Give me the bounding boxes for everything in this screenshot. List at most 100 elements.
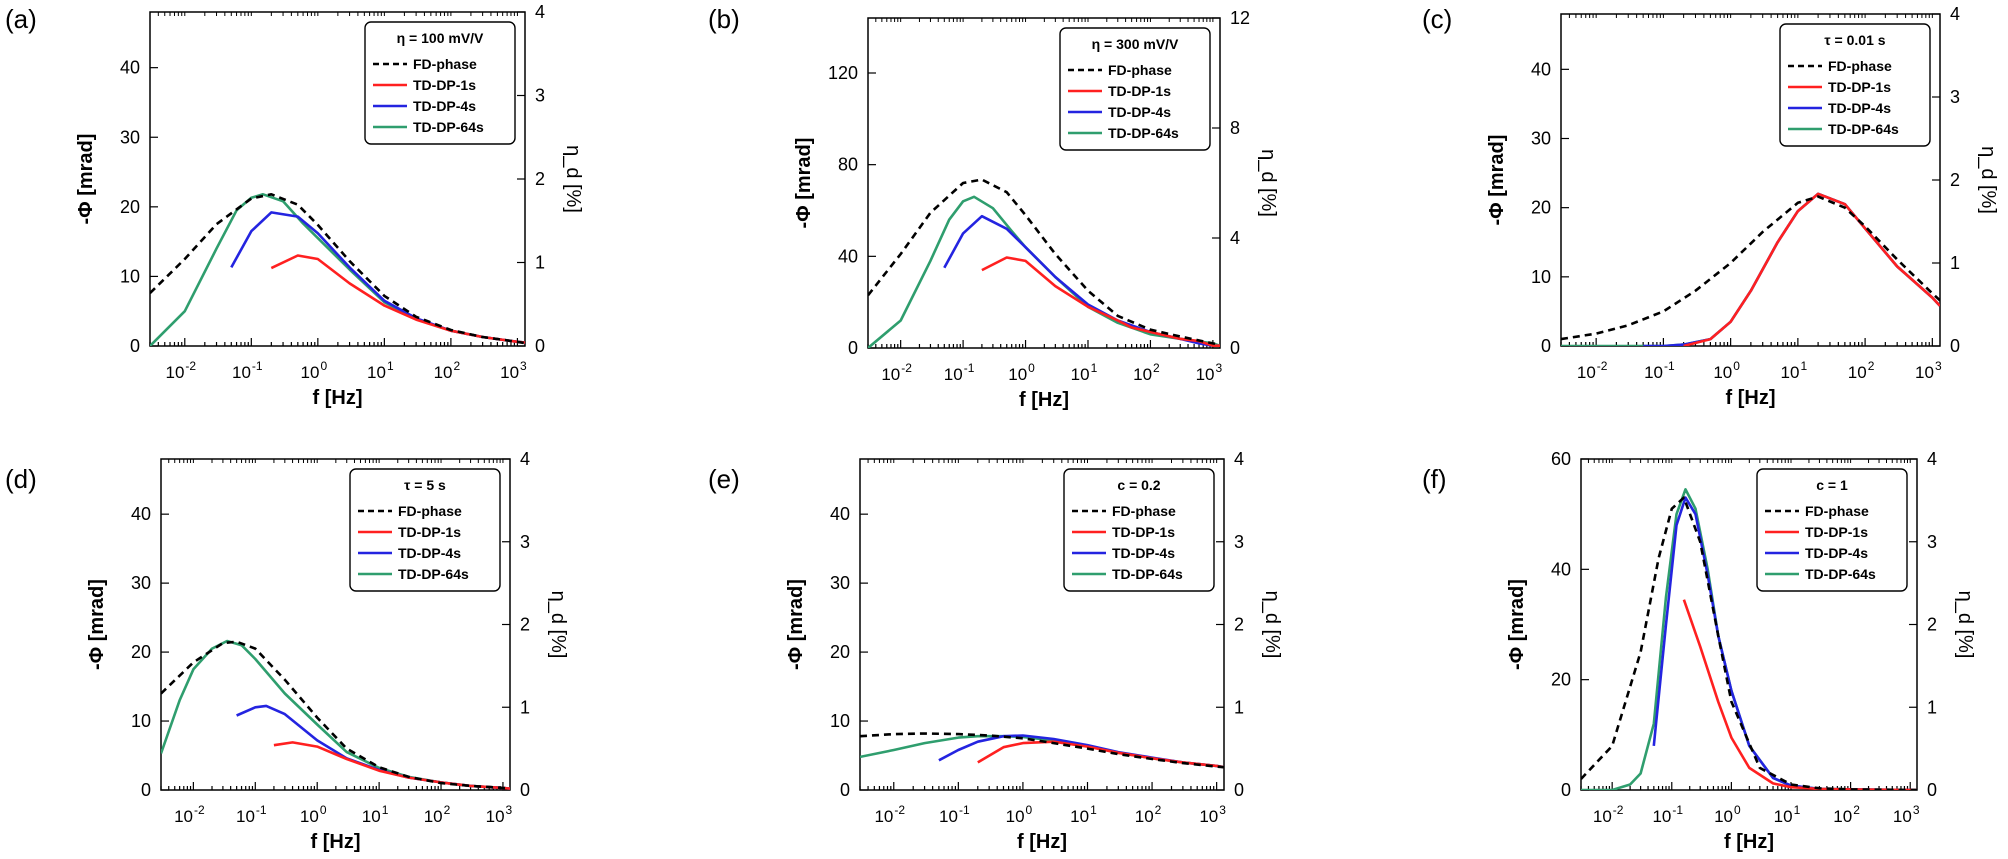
legend-label: TD-DP-1s	[1112, 524, 1175, 540]
legend-title: τ = 5 s	[404, 477, 446, 493]
legend-label: TD-DP-1s	[1828, 79, 1891, 95]
x-tick-label: 10-2	[165, 359, 196, 382]
legend-label: FD-phase	[1112, 503, 1176, 519]
x-tick-label: 10-1	[944, 361, 975, 384]
legend-title: c = 0.2	[1117, 477, 1160, 493]
x-tick-label: 100	[1713, 359, 1740, 382]
legend-label: TD-DP-4s	[413, 98, 476, 114]
legend-label: TD-DP-64s	[1805, 566, 1876, 582]
y-tick-label: 40	[1551, 559, 1571, 579]
y-tick-label: 20	[1551, 670, 1571, 690]
panel-a: (a) 10-2 10-1 100 101 102 103 0 10 20 30 40 0 1 2 3 4 f […	[5, 2, 584, 409]
x-axis-label: f [Hz]	[1017, 831, 1067, 853]
y2-tick-label: 2	[1927, 615, 1937, 635]
x-tick-label: 101	[1070, 803, 1097, 826]
x-tick-label: 101	[1781, 359, 1808, 382]
y2-tick-label: 2	[1234, 615, 1244, 635]
y2-tick-label: 0	[1950, 336, 1960, 356]
legend-label: TD-DP-64s	[413, 119, 484, 135]
panel-f: (f) 10-2 10-1 100 101 102 103 0 20 40 60 0 1 2 3 4 f [Hz…	[1422, 449, 1976, 853]
legend-label: TD-DP-4s	[398, 545, 461, 561]
y-tick-label: 80	[838, 155, 858, 175]
x-tick-label: 103	[1199, 803, 1226, 826]
x-tick-label: 101	[362, 803, 389, 826]
legend-label: TD-DP-4s	[1805, 545, 1868, 561]
legend-label: FD-phase	[1108, 62, 1172, 78]
y-tick-label: 30	[830, 573, 850, 593]
y-tick-label: 30	[1531, 129, 1551, 149]
x-axis-label: f [Hz]	[1724, 831, 1774, 853]
y2-tick-label: 0	[1234, 780, 1244, 800]
x-tick-label: 100	[301, 359, 328, 382]
panel-c: (c) 10-2 10-1 100 101 102 103 0 10 20 30 40 0 1 2 3 4 f […	[1422, 4, 1999, 409]
legend-label: FD-phase	[398, 503, 462, 519]
panel-label: (b)	[708, 4, 740, 34]
y2-tick-label: 1	[1927, 697, 1937, 717]
y-tick-label: 20	[830, 642, 850, 662]
y2-tick-label: 4	[1927, 449, 1937, 469]
legend-label: TD-DP-4s	[1108, 104, 1171, 120]
legend-label: FD-phase	[1805, 503, 1869, 519]
legend-label: TD-DP-4s	[1828, 100, 1891, 116]
y2-tick-label: 4	[520, 449, 530, 469]
y2-tick-label: 3	[520, 532, 530, 552]
x-tick-label: 10-1	[236, 803, 267, 826]
y-tick-label: 40	[131, 504, 151, 524]
y2-axis-label: η_d [%]	[547, 591, 569, 659]
y2-tick-label: 4	[1234, 449, 1244, 469]
y-tick-label: 10	[120, 266, 140, 286]
series-line-fd-phase	[150, 193, 525, 345]
series-line-td-dp-1s	[270, 254, 525, 344]
legend-label: TD-DP-64s	[1108, 125, 1179, 141]
series-line-fd-phase	[860, 732, 1224, 769]
legend-box	[349, 468, 501, 592]
panel-label: (f)	[1422, 464, 1447, 494]
legend-label: TD-DP-1s	[1805, 524, 1868, 540]
y-tick-label: 60	[1551, 449, 1571, 469]
panel-label: (a)	[5, 4, 37, 34]
y-tick-label: 0	[1561, 780, 1571, 800]
y-tick-label: 40	[120, 58, 140, 78]
series-line-fd-phase	[161, 640, 510, 790]
x-axis-label: f [Hz]	[311, 831, 361, 853]
legend-label: TD-DP-64s	[1112, 566, 1183, 582]
x-tick-label: 10-1	[1644, 359, 1675, 382]
y2-tick-label: 1	[1234, 697, 1244, 717]
y-tick-label: 20	[120, 197, 140, 217]
y2-tick-label: 1	[520, 697, 530, 717]
y-tick-label: 10	[1531, 267, 1551, 287]
series-line-td-dp-4s	[236, 704, 510, 790]
y-tick-label: 10	[830, 711, 850, 731]
legend-box	[364, 21, 516, 145]
y2-tick-label: 3	[535, 86, 545, 106]
y-axis-label: -Φ [mrad]	[793, 138, 815, 229]
y2-tick-label: 8	[1230, 118, 1240, 138]
panel-label: (e)	[708, 464, 740, 494]
x-tick-label: 103	[486, 803, 513, 826]
y-tick-label: 0	[1541, 336, 1551, 356]
y2-axis-label: η_d [%]	[562, 145, 584, 213]
legend-title: c = 1	[1816, 477, 1848, 493]
y-tick-label: 30	[120, 127, 140, 147]
x-tick-label: 101	[367, 359, 394, 382]
y2-tick-label: 0	[535, 336, 545, 356]
y-tick-label: 30	[131, 573, 151, 593]
series-line-td-dp-1s	[1683, 192, 1940, 346]
y2-tick-label: 0	[1230, 338, 1240, 358]
x-tick-label: 100	[300, 803, 327, 826]
panel-label: (d)	[5, 464, 37, 494]
y2-tick-label: 3	[1950, 87, 1960, 107]
series-line-td-dp-64s	[161, 639, 510, 790]
series-line-td-dp-64s	[868, 195, 1220, 348]
x-tick-label: 100	[1714, 803, 1741, 826]
y2-axis-label: η_d [%]	[1977, 146, 1999, 214]
series-line-td-dp-1s	[1682, 599, 1917, 790]
y2-tick-label: 2	[520, 615, 530, 635]
legend-label: TD-DP-1s	[398, 524, 461, 540]
legend-title: η = 100 mV/V	[397, 30, 484, 46]
x-tick-label: 103	[1196, 361, 1223, 384]
series-line-td-dp-64s	[1561, 192, 1940, 346]
legend-box	[1779, 23, 1931, 147]
legend-label: TD-DP-1s	[1108, 83, 1171, 99]
